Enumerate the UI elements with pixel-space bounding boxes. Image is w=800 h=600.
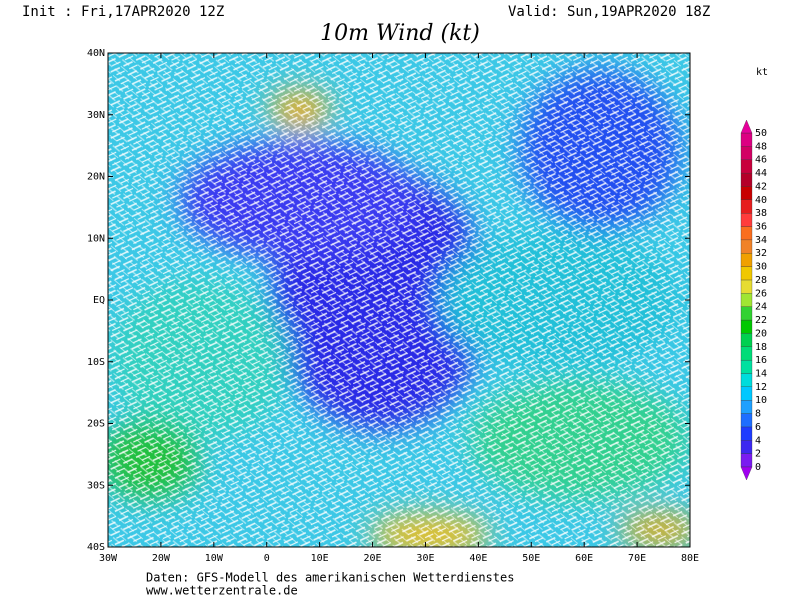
- colorbar-label: 40: [755, 195, 767, 206]
- colorbar-segment: [740, 253, 753, 267]
- colorbar: 0246810121416182022242628303234363840424…: [740, 119, 767, 481]
- colorbar-label: 12: [755, 382, 767, 393]
- colorbar-label: 50: [755, 128, 767, 139]
- lat-tick-label: 10N: [87, 233, 105, 244]
- colorbar-label: 24: [755, 302, 767, 313]
- colorbar-segment: [740, 293, 753, 307]
- colorbar-segment: [740, 186, 753, 200]
- colorbar-label: 2: [755, 449, 761, 460]
- lat-tick-label: 40N: [87, 48, 105, 59]
- colorbar-segment: [740, 159, 753, 174]
- valid-time: Valid: Sun,19APR2020 18Z: [508, 4, 710, 20]
- colorbar-segment: [740, 239, 753, 254]
- lon-tick-label: 70E: [628, 553, 646, 564]
- colorbar-segment: [740, 172, 753, 187]
- colorbar-label: 38: [755, 208, 767, 219]
- colorbar-over: [740, 119, 753, 134]
- colorbar-segment: [740, 359, 753, 374]
- colorbar-label: 22: [755, 315, 767, 326]
- lon-tick-label: 20E: [364, 553, 382, 564]
- lon-tick-label: 20W: [152, 553, 171, 564]
- axis-ticks: 30W 20W 10W 0 10E 20E 30E 40E 50E 60E 70E 80E 40N 30N…: [87, 48, 699, 564]
- lon-tick-label: 10E: [311, 553, 329, 564]
- lon-tick-label: 60E: [575, 553, 593, 564]
- wind-field: [108, 53, 690, 547]
- lat-tick-label: 20N: [87, 172, 105, 183]
- colorbar-label: 16: [755, 355, 767, 366]
- lon-tick-label: 40E: [469, 553, 487, 564]
- colorbar-label: 44: [755, 168, 767, 179]
- colorbar-label: 18: [755, 342, 767, 353]
- lat-tick-label: 30N: [87, 110, 105, 121]
- lon-tick-label: 10W: [205, 553, 224, 564]
- lat-tick-label: 30S: [87, 480, 105, 491]
- init-time: Init : Fri,17APR2020 12Z: [22, 4, 224, 20]
- colorbar-segment: [740, 333, 753, 347]
- colorbar-segment: [740, 146, 753, 160]
- colorbar-segment: [740, 426, 753, 441]
- colorbar-segment: [740, 132, 753, 147]
- colorbar-segment: [740, 279, 753, 294]
- colorbar-label: 6: [755, 422, 761, 433]
- lon-tick-label: 80E: [681, 553, 699, 564]
- colorbar-segment: [740, 346, 753, 361]
- colorbar-label: 28: [755, 275, 767, 286]
- colorbar-label: 46: [755, 155, 767, 166]
- lat-tick-label: 40S: [87, 542, 105, 553]
- lon-tick-label: 0: [264, 553, 270, 564]
- footer-url: www.wetterzentrale.de: [146, 584, 298, 598]
- colorbar-label: 0: [755, 462, 761, 473]
- colorbar-segment: [740, 440, 753, 454]
- lat-tick-label: 20S: [87, 419, 105, 430]
- lon-tick-label: 30W: [99, 553, 118, 564]
- colorbar-label: 8: [755, 409, 761, 420]
- colorbar-segment: [740, 226, 753, 241]
- lat-tick-label: 10S: [87, 357, 105, 368]
- colorbar-segment: [740, 413, 753, 428]
- colorbar-segment: [740, 386, 753, 401]
- colorbar-label: 26: [755, 288, 767, 299]
- colorbar-unit: kt: [756, 67, 768, 78]
- colorbar-under: [740, 466, 753, 481]
- map-title: 10m Wind (kt): [320, 21, 480, 46]
- colorbar-label: 36: [755, 222, 767, 233]
- colorbar-label: 4: [755, 435, 761, 446]
- colorbar-segment: [740, 373, 753, 387]
- footer-source: Daten: GFS-Modell des amerikanischen Wet…: [146, 571, 514, 585]
- colorbar-label: 48: [755, 141, 767, 152]
- colorbar-segment: [740, 199, 753, 214]
- colorbar-segment: [740, 400, 753, 414]
- lon-tick-label: 30E: [416, 553, 434, 564]
- colorbar-label: 32: [755, 248, 767, 259]
- colorbar-label: 20: [755, 328, 767, 339]
- colorbar-segment: [740, 266, 753, 281]
- colorbar-segment: [740, 453, 753, 468]
- lat-tick-label: EQ: [93, 295, 105, 306]
- colorbar-label: 42: [755, 181, 767, 192]
- colorbar-segment: [740, 213, 753, 227]
- colorbar-label: 14: [755, 368, 767, 379]
- colorbar-segment: [740, 306, 753, 321]
- colorbar-segment: [740, 319, 753, 334]
- colorbar-label: 30: [755, 262, 767, 273]
- colorbar-label: 34: [755, 235, 767, 246]
- colorbar-label: 10: [755, 395, 767, 406]
- lon-tick-label: 50E: [522, 553, 540, 564]
